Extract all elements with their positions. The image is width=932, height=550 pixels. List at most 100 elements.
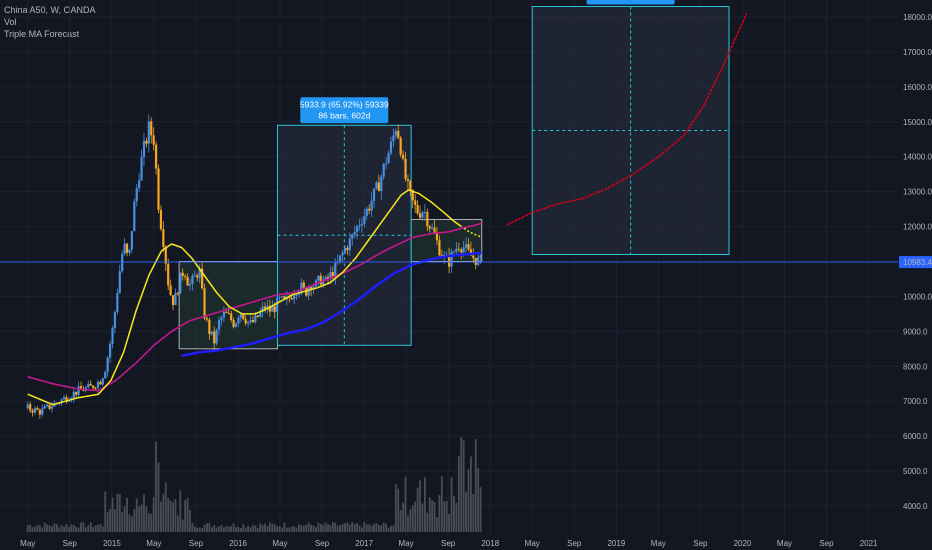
- volume-bar: [89, 522, 92, 532]
- mid-ma-line[interactable]: [27, 222, 483, 392]
- volume-bar: [237, 527, 240, 532]
- x-tick-label: May: [20, 539, 35, 548]
- y-tick-label: 10000.0: [903, 292, 932, 301]
- x-tick-label: Sep: [567, 539, 582, 548]
- candle-body: [326, 276, 330, 279]
- candle-body: [433, 227, 436, 234]
- x-tick-label: 2021: [860, 539, 878, 548]
- candle-body: [266, 305, 269, 309]
- candle-body: [62, 397, 66, 400]
- candle-body: [99, 381, 102, 385]
- candle-body: [385, 163, 388, 165]
- volume-bar: [46, 524, 49, 532]
- y-tick-label: 17000.0: [903, 48, 932, 57]
- volume-bar: [365, 524, 368, 532]
- volume-bar: [135, 498, 138, 532]
- y-tick-label: 8000.0: [903, 362, 928, 371]
- candle-body: [121, 253, 124, 272]
- volume-bar: [94, 525, 97, 532]
- volume-bar: [152, 497, 155, 532]
- candle-body: [242, 313, 245, 320]
- slow-ma-line[interactable]: [181, 251, 482, 357]
- volume-bar: [249, 527, 252, 532]
- volume-bar: [460, 437, 463, 532]
- candle-body: [133, 201, 136, 232]
- candle-body: [307, 287, 310, 296]
- x-tick-label: May: [525, 539, 540, 548]
- candle-body: [474, 257, 477, 265]
- volume-bar: [208, 522, 211, 532]
- volume-bar: [385, 523, 388, 532]
- y-tick-label: 9000.0: [903, 327, 928, 336]
- volume-bar: [101, 526, 104, 532]
- candle-body: [234, 323, 238, 327]
- x-tick-label: May: [146, 539, 161, 548]
- candle-body: [394, 130, 397, 136]
- candle-body: [457, 248, 460, 250]
- candle-body: [29, 404, 32, 411]
- candle-body: [317, 275, 320, 281]
- legend-symbol[interactable]: China A50, W, OANDA: [4, 5, 96, 15]
- x-tick-label: Sep: [819, 539, 834, 548]
- candle-body: [358, 225, 361, 227]
- volume-bar: [164, 482, 167, 532]
- volume-bar: [419, 480, 421, 532]
- candle-body: [353, 232, 356, 235]
- volume-bar: [235, 527, 237, 532]
- volume-bar: [111, 497, 114, 532]
- volume-bar: [72, 525, 75, 532]
- fast-ma-forecast-line[interactable]: [463, 227, 483, 238]
- candle-body: [176, 293, 179, 295]
- volume-bar: [118, 494, 121, 532]
- candle-body: [273, 306, 276, 312]
- candle-body: [138, 180, 141, 189]
- candle-body: [101, 378, 104, 385]
- measure-label-line2: 86 bars, 602d: [318, 110, 370, 120]
- volume-bar: [162, 493, 165, 532]
- volume-bar: [252, 525, 254, 532]
- volume-bar: [77, 527, 80, 532]
- y-tick-label: 13000.0: [903, 188, 932, 197]
- legend-volume[interactable]: Vol: [4, 17, 17, 27]
- forecast-line[interactable]: [506, 13, 748, 226]
- candle-body: [392, 135, 395, 142]
- volume-bar: [457, 456, 460, 532]
- candle-body: [448, 254, 451, 267]
- measure-label-line2: 87 bars, 609d: [605, 0, 657, 2]
- candle-body: [123, 243, 126, 254]
- volume-bar: [239, 527, 242, 532]
- volume-bar: [29, 524, 32, 532]
- candle-body: [145, 140, 148, 144]
- candle-body: [271, 306, 274, 312]
- volume-bar: [155, 441, 157, 532]
- volume-bar: [387, 527, 390, 532]
- volume-bar: [300, 525, 303, 532]
- x-tick-label: Sep: [693, 539, 708, 548]
- candle-body: [372, 188, 376, 201]
- candle-body: [193, 275, 196, 277]
- volume-bar: [305, 524, 308, 532]
- candle-body: [169, 285, 172, 296]
- legend-indicator[interactable]: Triple MA Forecast: [4, 29, 80, 39]
- candle-body: [41, 408, 44, 415]
- candle-body: [128, 249, 131, 253]
- candle-body: [355, 226, 359, 233]
- volume-bar: [184, 499, 187, 532]
- fast-ma-line[interactable]: [27, 189, 463, 406]
- x-tick-label: Sep: [63, 539, 78, 548]
- volume-bar: [48, 525, 51, 532]
- candle-body: [431, 227, 434, 229]
- candle-body: [365, 208, 368, 217]
- candle-body: [46, 404, 49, 407]
- volume-bar: [285, 527, 288, 532]
- candle-body: [60, 399, 63, 403]
- volume-bar: [179, 490, 182, 532]
- candle-body: [346, 247, 349, 251]
- candle-body: [479, 255, 482, 258]
- volume-bar: [210, 527, 213, 532]
- volume-bar: [319, 524, 322, 532]
- volume-bar: [462, 440, 465, 532]
- volume-bar: [116, 493, 119, 532]
- candle-body: [397, 130, 400, 138]
